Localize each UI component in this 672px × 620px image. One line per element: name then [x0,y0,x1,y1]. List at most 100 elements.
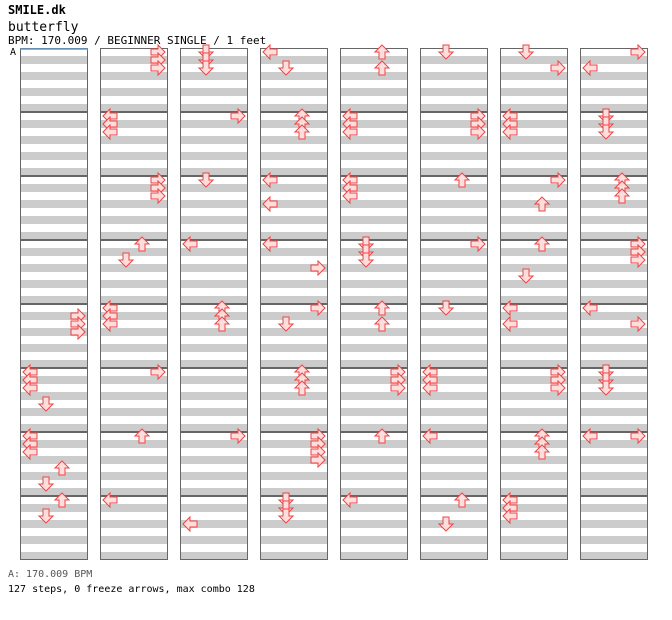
arrow-up-icon [133,236,151,252]
measure-box [180,304,248,368]
step-row [100,80,168,88]
measure-box [580,176,648,240]
step-row [500,400,568,408]
step-row [500,528,568,536]
step-row-stripe [580,328,648,336]
step-row [500,352,568,360]
step-row [260,448,328,456]
measure-box [340,176,408,240]
step-row-stripe [100,488,168,496]
step-row [340,224,408,232]
arrow-up-icon [533,444,551,460]
step-row-stripe [20,248,88,256]
arrow-up-icon [373,60,391,76]
step-row-stripe [580,136,648,144]
step-row [580,432,648,440]
step-row [500,512,568,520]
chart-info: BPM: 170.009 / BEGINNER SINGLE / 1 feet [8,34,267,47]
measure-box [500,176,568,240]
step-row-stripe [260,56,328,64]
step-row-stripe [500,264,568,272]
arrow-down-icon [277,60,295,76]
step-row-stripe [260,280,328,288]
step-row [20,144,88,152]
step-row-stripe [20,264,88,272]
step-row-stripe [20,488,88,496]
arrow-right-icon [230,427,246,445]
bpm-legend: A: 170.009 BPM [8,569,93,580]
step-row-stripe [420,520,488,528]
step-row-stripe [340,536,408,544]
step-row-stripe [420,296,488,304]
arrow-down-icon [197,172,215,188]
step-row-stripe [100,392,168,400]
step-row-stripe [100,200,168,208]
step-row-stripe [500,296,568,304]
step-row-stripe [100,328,168,336]
step-row-stripe [580,168,648,176]
step-row [100,448,168,456]
step-row [100,384,168,392]
arrow-up-icon [613,188,631,204]
step-row [180,464,248,472]
step-row-stripe [580,232,648,240]
step-row [580,240,648,248]
arrow-up-icon [373,428,391,444]
step-row-stripe [580,552,648,560]
step-row-stripe [420,232,488,240]
step-row [100,256,168,264]
step-row [180,304,248,312]
step-row [340,416,408,424]
step-row-stripe [340,328,408,336]
step-row-stripe [180,376,248,384]
step-row-stripe [260,424,328,432]
arrow-down-icon [517,268,535,284]
step-row [500,304,568,312]
step-row-stripe [100,248,168,256]
step-row [500,48,568,56]
step-row-stripe [500,248,568,256]
step-row [420,96,488,104]
step-row-stripe [340,104,408,112]
step-row [20,384,88,392]
step-row [340,352,408,360]
step-row [340,176,408,184]
step-row-stripe [20,440,88,448]
step-row [20,80,88,88]
step-row-stripe [260,152,328,160]
step-row [340,272,408,280]
step-row [20,464,88,472]
step-row-stripe [580,456,648,464]
step-row [500,240,568,248]
step-row [180,96,248,104]
step-row [260,512,328,520]
step-row [20,240,88,248]
step-row [420,320,488,328]
step-row-stripe [100,472,168,480]
step-row [420,432,488,440]
step-row [260,144,328,152]
step-row-stripe [580,184,648,192]
step-row-stripe [340,72,408,80]
step-row [180,176,248,184]
arrow-right-icon [550,379,566,397]
step-row-stripe [500,472,568,480]
step-row-stripe [340,88,408,96]
step-row [180,368,248,376]
arrow-left-icon [502,123,518,141]
arrow-left-icon [22,443,38,461]
step-row [420,512,488,520]
step-row [580,416,648,424]
step-row [100,224,168,232]
step-row [580,448,648,456]
step-row-stripe [420,168,488,176]
step-row [260,464,328,472]
step-row-stripe [340,248,408,256]
step-row-stripe [100,56,168,64]
measure-box [260,496,328,560]
step-row [500,128,568,136]
step-row-stripe [420,312,488,320]
step-row [420,208,488,216]
step-row-stripe [500,344,568,352]
step-row [500,416,568,424]
